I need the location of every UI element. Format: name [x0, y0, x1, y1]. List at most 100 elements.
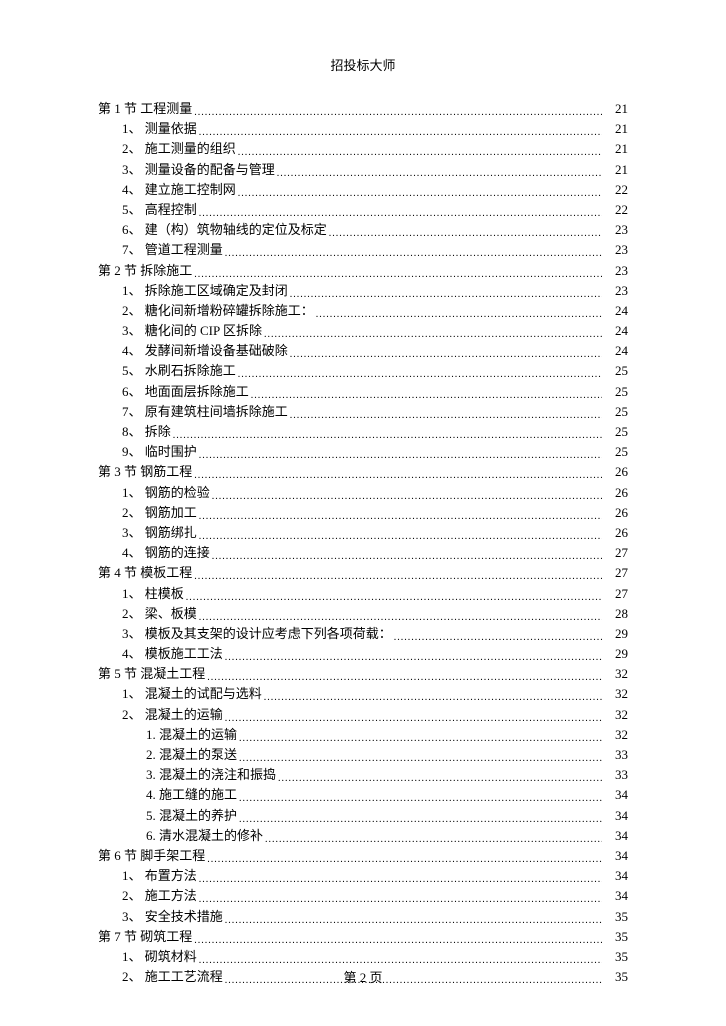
toc-leader-dots: [199, 209, 602, 219]
toc-entry: 2、 钢筋加工 26: [98, 506, 628, 520]
toc-entry-page: 23: [604, 264, 628, 277]
toc-entry-page: 27: [604, 566, 628, 579]
toc-entry-page: 27: [604, 587, 628, 600]
toc-entry: 3、 糖化间的 CIP 区拆除24: [98, 324, 628, 338]
toc-leader-dots: [186, 593, 602, 603]
toc-entry-page: 22: [604, 203, 628, 216]
toc-entry-label: 2、 糖化间新增粉碎罐拆除施工：: [122, 304, 314, 317]
toc-entry-page: 25: [604, 364, 628, 377]
toc-entry-label: 5. 混凝土的养护: [146, 809, 237, 822]
toc-entry-label: 8、 拆除: [122, 425, 171, 438]
toc-entry-page: 26: [604, 526, 628, 539]
toc-entry: 第 4 节 模板工程 27: [98, 566, 628, 580]
toc-entry: 8、 拆除25: [98, 425, 628, 439]
toc-leader-dots: [225, 653, 602, 663]
toc-entry-label: 第 7 节 砌筑工程: [98, 930, 192, 943]
toc-entry: 5. 混凝土的养护 34: [98, 809, 628, 823]
toc-entry: 3. 混凝土的浇注和振捣 33: [98, 768, 628, 782]
toc-leader-dots: [238, 370, 602, 380]
toc-entry-label: 4. 施工缝的施工: [146, 788, 237, 801]
toc-entry-label: 第 1 节 工程测量: [98, 102, 192, 115]
toc-entry-label: 1. 混凝土的运输: [146, 728, 237, 741]
toc-leader-dots: [238, 189, 602, 199]
toc-entry-label: 第 3 节 钢筋工程: [98, 465, 192, 478]
toc-entry: 4、 模板施工工法29: [98, 647, 628, 661]
toc-leader-dots: [212, 492, 602, 502]
toc-entry: 4、 发酵间新增设备基础破除24: [98, 344, 628, 358]
toc-entry: 2、 梁、板模28: [98, 607, 628, 621]
toc-entry-label: 7、 管道工程测量: [122, 243, 223, 256]
toc-entry-label: 7、 原有建筑柱间墙拆除施工: [122, 405, 288, 418]
toc-entry-page: 32: [604, 687, 628, 700]
toc-entry-page: 34: [604, 829, 628, 842]
toc-entry: 3、 测量设备的配备与管理21: [98, 163, 628, 177]
toc-entry: 2、 糖化间新增粉碎罐拆除施工： 24: [98, 304, 628, 318]
toc-entry-page: 23: [604, 243, 628, 256]
toc-entry-page: 35: [604, 930, 628, 943]
toc-entry-page: 24: [604, 304, 628, 317]
toc-entry-page: 34: [604, 788, 628, 801]
toc-entry-page: 26: [604, 506, 628, 519]
toc-entry-label: 2、 施工测量的组织: [122, 142, 236, 155]
toc-entry-page: 34: [604, 869, 628, 882]
toc-entry: 1、 混凝土的试配与选料 32: [98, 687, 628, 701]
toc-entry-page: 34: [604, 809, 628, 822]
toc-leader-dots: [290, 350, 602, 360]
toc-leader-dots: [329, 229, 602, 239]
toc-leader-dots: [239, 794, 602, 804]
toc-entry: 1、 钢筋的检验 26: [98, 486, 628, 500]
toc-entry-label: 6. 清水混凝土的修补: [146, 829, 263, 842]
toc-leader-dots: [238, 148, 602, 158]
toc-entry-label: 1、 钢筋的检验: [122, 486, 210, 499]
toc-entry-label: 4、 建立施工控制网: [122, 183, 236, 196]
toc-entry: 第 2 节 拆除施工23: [98, 264, 628, 278]
toc-leader-dots: [199, 895, 602, 905]
toc-entry-page: 34: [604, 849, 628, 862]
toc-entry-label: 1、 混凝土的试配与选料: [122, 687, 262, 700]
toc-entry-label: 2、 钢筋加工: [122, 506, 197, 519]
toc-entry-label: 1、 测量依据: [122, 122, 197, 135]
toc-entry: 第 7 节 砌筑工程 35: [98, 930, 628, 944]
toc-entry-page: 26: [604, 486, 628, 499]
toc-entry: 3、 钢筋绑扎26: [98, 526, 628, 540]
toc-entry-label: 6、 地面面层拆除施工: [122, 385, 249, 398]
toc-entry: 1、 布置方法34: [98, 869, 628, 883]
toc-entry-page: 29: [604, 647, 628, 660]
toc-entry-page: 25: [604, 445, 628, 458]
toc-leader-dots: [264, 693, 602, 703]
toc-leader-dots: [199, 451, 602, 461]
toc-entry-label: 4、 发酵间新增设备基础破除: [122, 344, 288, 357]
toc-entry-label: 3、 模板及其支架的设计应考虑下列各项荷载：: [122, 627, 392, 640]
toc-entry-page: 32: [604, 728, 628, 741]
toc-entry-page: 26: [604, 465, 628, 478]
toc-entry-label: 4、 钢筋的连接: [122, 546, 210, 559]
toc-leader-dots: [194, 270, 602, 280]
toc-entry-page: 27: [604, 546, 628, 559]
toc-entry-label: 1、 砌筑材料: [122, 950, 197, 963]
toc-entry: 9、 临时围护25: [98, 445, 628, 459]
toc-entry: 1、 砌筑材料35: [98, 950, 628, 964]
toc-leader-dots: [239, 734, 602, 744]
toc-entry-page: 21: [604, 102, 628, 115]
toc-entry-label: 第 4 节 模板工程: [98, 566, 192, 579]
table-of-contents: 第 1 节 工程测量211、 测量依据212、 施工测量的组织213、 测量设备…: [98, 102, 628, 984]
toc-leader-dots: [290, 290, 602, 300]
toc-entry-page: 33: [604, 768, 628, 781]
toc-leader-dots: [239, 754, 602, 764]
toc-leader-dots: [394, 633, 602, 643]
toc-leader-dots: [199, 512, 602, 522]
toc-leader-dots: [265, 835, 602, 845]
toc-entry-label: 2、 混凝土的运输: [122, 708, 223, 721]
toc-leader-dots: [194, 572, 602, 582]
toc-entry-label: 1、 拆除施工区域确定及封闭: [122, 284, 288, 297]
toc-entry-page: 29: [604, 627, 628, 640]
toc-entry-label: 3. 混凝土的浇注和振捣: [146, 768, 276, 781]
toc-entry: 2、 混凝土的运输32: [98, 708, 628, 722]
toc-entry: 6. 清水混凝土的修补 34: [98, 829, 628, 843]
toc-leader-dots: [194, 936, 602, 946]
toc-entry: 3、 模板及其支架的设计应考虑下列各项荷载： 29: [98, 627, 628, 641]
toc-entry-label: 5、 水刷石拆除施工: [122, 364, 236, 377]
toc-entry: 7、 管道工程测量 23: [98, 243, 628, 257]
toc-leader-dots: [207, 855, 602, 865]
toc-leader-dots: [199, 956, 602, 966]
